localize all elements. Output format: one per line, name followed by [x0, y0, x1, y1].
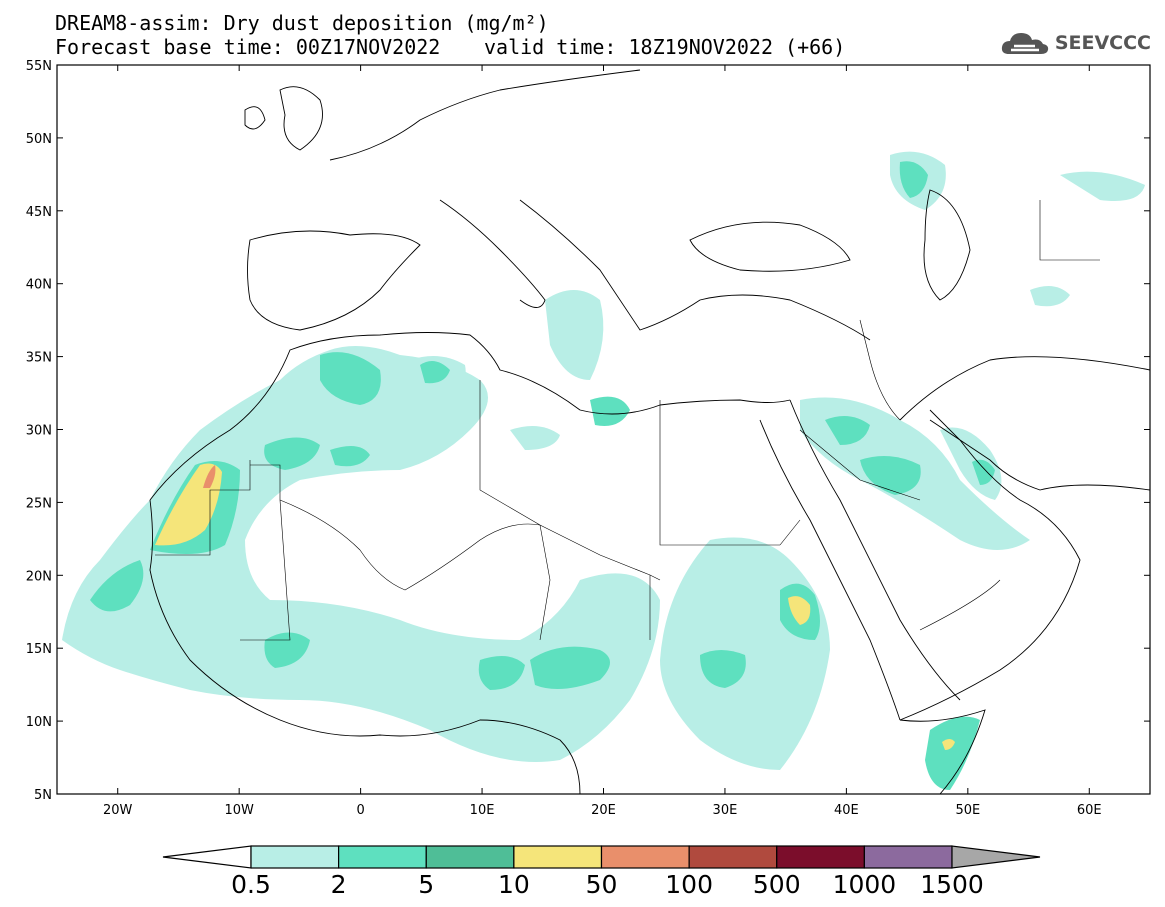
colorbar-box — [776, 845, 865, 869]
lat-tick-label: 10N — [26, 715, 52, 730]
colorbar: 0.5 2 5 10 50 100 500 1000 1500 — [162, 845, 1041, 899]
lat-tick-label: 45N — [26, 205, 52, 220]
colorbar-label: 2 — [331, 870, 347, 899]
colorbar-label: 10 — [498, 870, 530, 899]
coastlines — [149, 69, 1150, 794]
colorbar-label: 500 — [753, 870, 801, 899]
colorbar-label: 1000 — [833, 870, 897, 899]
colorbar-label: 0.5 — [231, 870, 271, 899]
colorbar-box — [600, 845, 690, 869]
cloud-icon — [1001, 33, 1048, 54]
colorbar-box — [513, 845, 603, 869]
lat-tick-label: 40N — [26, 278, 52, 293]
lon-tick-label: 10E — [470, 803, 495, 818]
colorbar-under-triangle — [162, 845, 252, 869]
lon-tick-label: 0 — [356, 803, 364, 818]
lat-tick-label: 20N — [26, 569, 52, 584]
colorbar-over-triangle — [951, 845, 1041, 869]
colorbar-box — [863, 845, 953, 869]
logo-text: SEEVCCC — [1054, 32, 1151, 54]
lat-tick-label: 50N — [26, 132, 52, 147]
lon-tick-label: 50E — [955, 803, 980, 818]
colorbar-box — [250, 845, 340, 869]
lon-tick-label: 20W — [103, 803, 133, 818]
lat-tick-label: 30N — [26, 424, 52, 439]
forecast-base-time: Forecast base time: 00Z17NOV2022 — [55, 35, 441, 59]
colorbar-label: 50 — [586, 870, 618, 899]
lon-tick-label: 20E — [591, 803, 616, 818]
map-title: DREAM8-assim: Dry dust deposition (mg/m²… — [55, 11, 549, 35]
colorbar-label: 100 — [665, 870, 713, 899]
lat-tick-label: 5N — [34, 788, 52, 803]
lat-tick-label: 15N — [26, 642, 52, 657]
lat-tick-label: 35N — [26, 351, 52, 366]
lon-tick-label: 10W — [224, 803, 254, 818]
seevccc-logo: SEEVCCC — [999, 28, 1151, 58]
valid-time: valid time: 18Z19NOV2022 (+66) — [484, 35, 846, 59]
lat-tick-label: 25N — [26, 496, 52, 511]
latitude-axis: 55N 50N 45N 40N 35N 30N 25N 20N 15N 10N 5N — [26, 59, 1150, 803]
lon-tick-label: 60E — [1077, 803, 1102, 818]
colorbar-box — [338, 845, 427, 869]
country-borders — [155, 200, 1100, 641]
longitude-axis: 20W 10W 0 10E 20E 30E 40E 50E 60E — [103, 65, 1102, 818]
lon-tick-label: 40E — [834, 803, 859, 818]
colorbar-box — [688, 845, 778, 869]
colorbar-box — [425, 845, 515, 869]
lon-tick-label: 30E — [713, 803, 738, 818]
dust-deposition-field — [62, 151, 1145, 790]
colorbar-label: 1500 — [920, 870, 984, 899]
colorbar-label: 5 — [418, 870, 434, 899]
lat-tick-label: 55N — [26, 59, 52, 74]
